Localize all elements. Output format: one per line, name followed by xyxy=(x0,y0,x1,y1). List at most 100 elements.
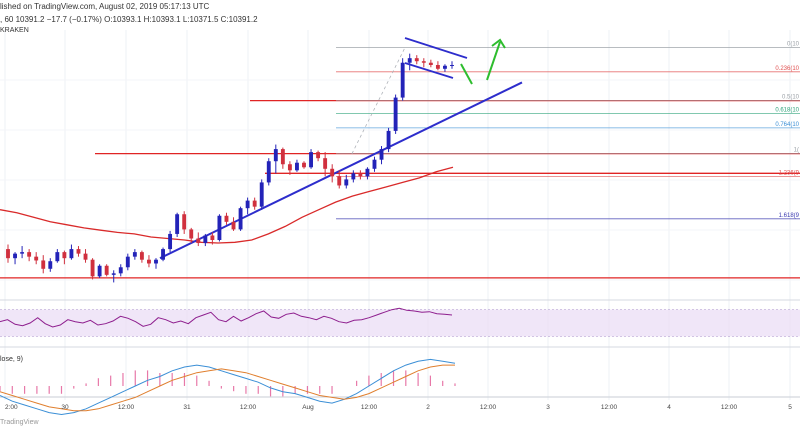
time-axis-tick-label: 4 xyxy=(667,404,671,411)
time-axis-tick-label: 3 xyxy=(546,404,550,411)
candle-body xyxy=(316,152,321,159)
candle-body xyxy=(302,162,306,168)
candle-body xyxy=(189,229,194,239)
fib-level-label: 0.5(10 xyxy=(782,95,800,101)
arrow-up-leg xyxy=(486,41,501,81)
arrow-up-head xyxy=(491,38,506,49)
time-axis-tick-label: 12:00 xyxy=(361,404,378,411)
moving-average-line xyxy=(0,166,454,244)
candle-body xyxy=(76,249,81,254)
symbol-ohlc: , 60 10391.2 −17.7 (−0.17%) O:10393.1 H:… xyxy=(0,15,258,24)
fib-level-label: 1( xyxy=(794,148,799,154)
candle-body xyxy=(407,58,412,63)
fib-level-label: 0.236(10 xyxy=(775,66,799,72)
candle-body xyxy=(90,259,95,277)
candle-body xyxy=(6,249,10,259)
candle-body xyxy=(224,215,229,222)
candle-body xyxy=(259,182,264,207)
candle-body xyxy=(337,176,342,186)
publish-info: lished on TradingView.com, August 02, 20… xyxy=(0,2,210,11)
fib-level-label: 0.618(10 xyxy=(775,107,799,113)
flag-lower-line xyxy=(404,62,454,79)
flag-pattern[interactable] xyxy=(404,37,506,85)
candle-body xyxy=(125,256,130,268)
fib-level-label: 1.618(9 xyxy=(779,213,800,219)
candle-body xyxy=(111,273,116,275)
rsi-panel xyxy=(0,307,800,337)
time-axis-tick-label: 12:00 xyxy=(118,404,135,411)
candle-body xyxy=(161,249,165,260)
time-axis-tick-label: 5 xyxy=(788,404,792,411)
candle-body xyxy=(252,200,257,207)
candle-body xyxy=(414,58,419,62)
candle-body xyxy=(372,159,377,169)
candle-body xyxy=(266,161,271,183)
time-axis-tick-label: 12:00 xyxy=(480,404,497,411)
moving-average xyxy=(0,166,454,244)
candle-body xyxy=(83,253,88,260)
candle-body xyxy=(330,168,335,177)
fibonacci-retracement[interactable]: 0(10 0.236(10 0.5(10 0.618(10 0.764(10 1(1.23… xyxy=(336,42,800,220)
candle-body xyxy=(365,168,370,177)
time-axis-tick-label: 31 xyxy=(183,404,191,411)
candle-body xyxy=(104,265,109,275)
candle-body xyxy=(41,260,46,269)
fib-level-label: 1.236(9 xyxy=(779,170,800,176)
candle-body xyxy=(13,253,17,259)
candle-body xyxy=(97,265,102,277)
candle-body xyxy=(196,238,201,244)
candle-body xyxy=(69,249,74,259)
candle-body xyxy=(344,179,349,186)
candlesticks xyxy=(6,53,454,283)
candle-body xyxy=(147,259,151,264)
candle-body xyxy=(450,65,454,66)
macd-panel: lose, 9) xyxy=(0,356,456,416)
candle-body xyxy=(231,221,236,230)
candle-body xyxy=(245,200,250,209)
time-axis-tick-label: 2 xyxy=(426,404,430,411)
candle-body xyxy=(238,208,243,230)
horizontal-levels xyxy=(0,99,800,279)
candle-body xyxy=(435,65,440,69)
candle-body xyxy=(118,267,123,274)
candle-body xyxy=(351,173,356,180)
candle-body xyxy=(443,65,447,69)
candle-body xyxy=(379,149,384,160)
candle-body xyxy=(217,215,222,240)
time-axis-tick-label: 12:00 xyxy=(601,404,618,411)
time-axis: 2:00 30 12:00 31 12:00 Aug 12:00 2 12:00 3 12:00 4 1… xyxy=(5,404,792,411)
fib-level-label: 0.764(10 xyxy=(775,122,799,128)
rsi-line xyxy=(0,307,453,328)
time-axis-tick-label: 12:00 xyxy=(240,404,257,411)
ascending-trendline xyxy=(159,81,523,260)
candle-body xyxy=(139,252,144,260)
candle-body xyxy=(309,152,313,168)
signal-line xyxy=(0,364,455,412)
macd-line xyxy=(0,358,456,416)
candle-body xyxy=(400,62,405,98)
symbol-timeframe: , 60 xyxy=(0,15,14,24)
flag-upper-line xyxy=(404,37,468,59)
trendline-group[interactable] xyxy=(159,81,523,260)
candle-body xyxy=(34,256,39,261)
candle-body xyxy=(273,149,278,162)
candle-body xyxy=(55,252,60,262)
candle-body xyxy=(295,162,299,171)
candle-body xyxy=(323,158,328,169)
candle-body xyxy=(154,259,158,264)
tradingview-brand: TradingView xyxy=(0,419,39,426)
candle-body xyxy=(386,130,391,150)
candle-body xyxy=(421,61,426,63)
candle-body xyxy=(62,252,67,259)
time-axis-tick-label: 2:00 xyxy=(5,404,18,411)
candle-body xyxy=(48,261,53,269)
fib-anchor-line xyxy=(351,47,406,154)
candle-body xyxy=(132,252,137,257)
ohlc-values: 10391.2 −17.7 (−0.17%) O:10393.1 H:10393… xyxy=(15,15,258,24)
chart-grid xyxy=(0,30,800,400)
candle-body xyxy=(168,233,173,250)
candle-body xyxy=(27,252,32,257)
candle-body xyxy=(358,173,363,177)
candle-body xyxy=(393,97,398,131)
